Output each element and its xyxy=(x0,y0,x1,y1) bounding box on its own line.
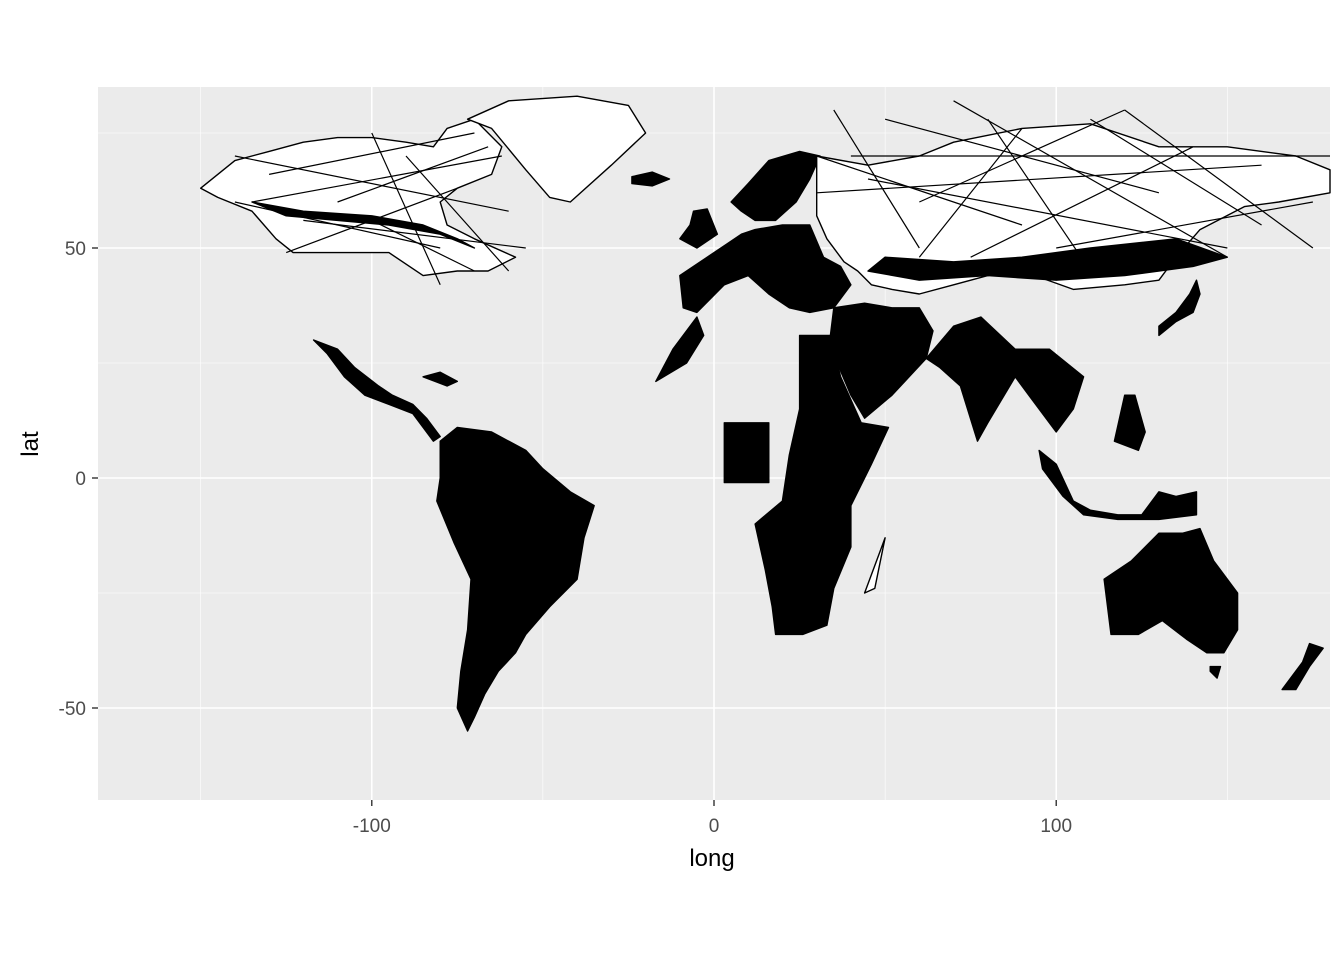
x-axis-title: long xyxy=(689,845,734,872)
path-segment xyxy=(337,146,489,203)
region-philippines xyxy=(1113,394,1146,452)
path-segment xyxy=(1090,118,1262,226)
x-tick-label: 0 xyxy=(709,816,720,837)
path-segment xyxy=(1056,201,1313,249)
path-segment xyxy=(405,155,510,272)
region-africa-mid-blocks xyxy=(723,422,770,484)
path-segment xyxy=(970,146,1194,258)
region-new-zealand xyxy=(1281,642,1324,691)
region-indonesia xyxy=(1038,449,1198,521)
path-segment xyxy=(1124,109,1314,249)
y-tick-label: 0 xyxy=(75,469,86,490)
region-australia xyxy=(1103,527,1239,654)
region-britain-ireland xyxy=(679,208,719,249)
region-east-africa xyxy=(754,334,890,636)
y-tick-label: -50 xyxy=(59,699,86,720)
axis-ticks: -100 0 100 -50 0 50 xyxy=(59,239,1073,837)
path-segment xyxy=(251,155,502,203)
path-segment xyxy=(833,109,920,249)
region-canada-scribble xyxy=(251,201,476,249)
path-segment xyxy=(303,219,526,249)
region-india-china-se xyxy=(925,316,1085,442)
region-europe xyxy=(679,224,852,314)
path-segment xyxy=(816,155,1023,226)
region-madagascar xyxy=(863,537,886,594)
region-greenland xyxy=(466,95,647,203)
x-tick-label: 100 xyxy=(1040,816,1072,837)
path-segment xyxy=(371,132,441,286)
y-axis-title: lat xyxy=(17,431,44,457)
map-polygons xyxy=(199,95,1331,732)
region-south-america xyxy=(436,426,595,732)
y-tick-label: 50 xyxy=(65,239,86,260)
path-segment xyxy=(371,219,475,272)
path-segment xyxy=(816,164,1262,194)
path-segment xyxy=(268,132,475,175)
region-scandinavia xyxy=(730,150,821,222)
path-segment xyxy=(234,201,441,249)
path-segment xyxy=(953,100,1228,258)
path-segment xyxy=(867,178,1228,249)
region-central-america xyxy=(312,339,441,442)
region-japan xyxy=(1158,279,1201,337)
path-segment xyxy=(919,109,1125,203)
region-tasmania xyxy=(1209,665,1222,679)
region-west-africa-blocks xyxy=(655,316,705,383)
path-segment xyxy=(918,128,1023,258)
region-iceland xyxy=(631,171,671,187)
region-cuba-caribbean xyxy=(422,371,458,387)
path-segment xyxy=(234,155,509,212)
x-tick-label: -100 xyxy=(353,816,391,837)
path-segment xyxy=(987,118,1091,272)
